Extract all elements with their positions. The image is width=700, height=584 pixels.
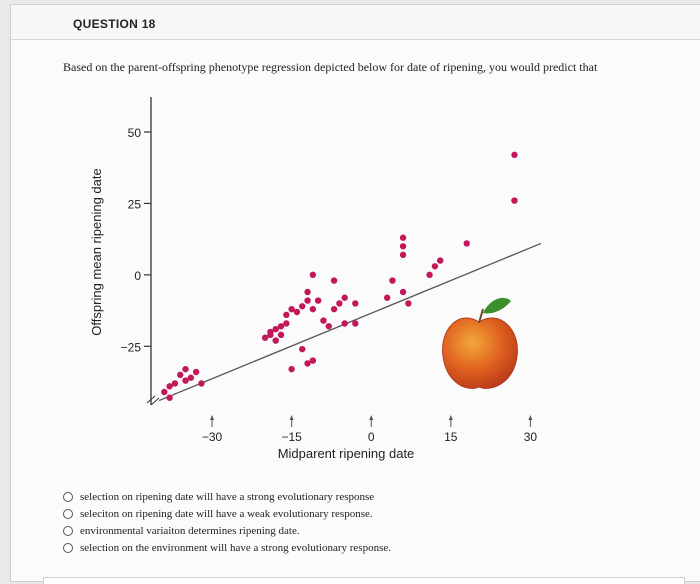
data-point — [399, 243, 407, 250]
data-point — [192, 368, 200, 376]
data-point — [272, 337, 279, 344]
data-point — [399, 288, 407, 296]
x-tick-arrow — [289, 415, 294, 420]
y-ticks: 50 25 0 −25 — [121, 126, 151, 354]
x-tick-arrow — [448, 415, 453, 420]
option-label: selection on ripening date will have a s… — [80, 491, 375, 503]
y-tick-label: −25 — [121, 340, 142, 354]
data-point — [277, 331, 285, 339]
data-point — [198, 380, 205, 387]
radio-button[interactable] — [63, 526, 73, 536]
data-point — [283, 311, 290, 319]
question-title: QUESTION 18 — [73, 17, 156, 31]
data-point — [511, 151, 518, 159]
data-point — [304, 360, 311, 367]
data-point — [182, 365, 189, 373]
data-point — [166, 394, 173, 401]
question-header: QUESTION 18 — [11, 5, 700, 40]
data-point — [426, 271, 433, 279]
data-point — [352, 300, 359, 307]
data-point — [330, 277, 338, 284]
data-point — [288, 365, 295, 373]
data-point — [187, 374, 195, 381]
data-point — [304, 288, 311, 296]
data-point — [304, 297, 311, 304]
radio-button[interactable] — [63, 492, 73, 502]
data-point — [166, 383, 173, 390]
x-tick-label: −15 — [281, 430, 302, 444]
data-point — [314, 297, 322, 304]
apple-leaf — [483, 297, 511, 314]
y-tick-label: 0 — [134, 269, 141, 283]
data-point — [436, 257, 444, 264]
data-point — [161, 388, 168, 396]
data-point — [272, 325, 279, 333]
x-tick-label: 30 — [524, 430, 538, 444]
option-2[interactable]: seleciton on ripening date will have a w… — [63, 506, 391, 522]
apple-stem — [478, 308, 484, 324]
data-point — [511, 197, 518, 204]
data-point — [288, 305, 295, 313]
apple-illustration — [442, 297, 518, 389]
regression-line — [158, 242, 542, 402]
data-point — [341, 320, 348, 327]
axis-break-1 — [146, 395, 156, 404]
data-points — [161, 151, 518, 401]
y-tick-label: 50 — [128, 126, 142, 140]
data-point — [299, 303, 306, 310]
data-point — [299, 345, 306, 353]
data-point — [341, 294, 348, 301]
x-tick-label: 0 — [368, 430, 375, 444]
option-3[interactable]: environmental variaiton determines ripen… — [63, 523, 391, 539]
x-axis-label: Midparent ripening date — [278, 446, 415, 461]
x-tick-arrow — [369, 415, 374, 420]
answer-options: selection on ripening date will have a s… — [63, 489, 391, 557]
data-point — [283, 320, 290, 327]
data-point — [405, 300, 412, 307]
data-point — [293, 308, 301, 316]
radio-button[interactable] — [63, 509, 73, 519]
data-point — [267, 328, 274, 336]
data-point — [182, 377, 189, 384]
data-point — [309, 357, 317, 364]
data-point — [352, 320, 359, 327]
regression-chart: Offspring mean ripening date Midparent r… — [89, 97, 542, 461]
option-4[interactable]: selection on the environment will have a… — [63, 540, 391, 556]
data-point — [320, 317, 327, 324]
y-tick-label: 25 — [128, 197, 142, 211]
data-point — [177, 371, 184, 379]
data-point — [389, 277, 396, 284]
data-point — [261, 334, 269, 341]
data-point — [463, 240, 470, 247]
question-prompt: Based on the parent-offspring phenotype … — [63, 60, 598, 74]
option-label: selection on the environment will have a… — [80, 542, 391, 554]
x-tick-arrow — [528, 415, 533, 420]
data-point — [325, 323, 332, 330]
data-point — [309, 305, 317, 313]
apple-body — [442, 317, 518, 389]
y-axis-label: Offspring mean ripening date — [89, 168, 104, 335]
data-point — [399, 234, 407, 241]
data-point — [330, 305, 338, 313]
question-card: QUESTION 18 Based on the parent-offsprin… — [10, 4, 700, 584]
data-point — [171, 380, 179, 387]
data-point — [383, 294, 391, 301]
x-tick-label: 15 — [444, 430, 458, 444]
axis-break-2 — [150, 397, 160, 406]
data-point — [399, 251, 407, 259]
x-tick-label: −30 — [202, 430, 223, 444]
x-ticks: −30 −15 0 15 30 — [202, 415, 538, 444]
data-point — [336, 300, 343, 307]
data-point — [277, 323, 285, 330]
radio-button[interactable] — [63, 543, 73, 553]
data-point — [431, 263, 439, 270]
option-1[interactable]: selection on ripening date will have a s… — [63, 489, 391, 505]
option-label: environmental variaiton determines ripen… — [80, 525, 300, 537]
option-label: seleciton on ripening date will have a w… — [80, 508, 373, 520]
data-point — [309, 271, 317, 279]
next-question-field — [43, 577, 685, 584]
x-tick-arrow — [210, 415, 215, 420]
